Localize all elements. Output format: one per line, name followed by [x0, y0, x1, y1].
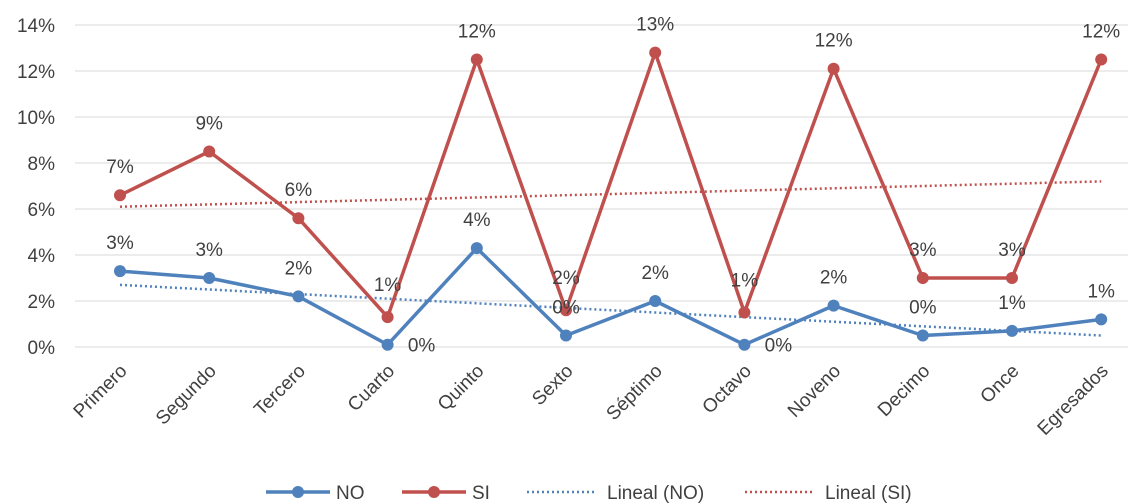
data-label: 1% — [1087, 281, 1115, 302]
data-label: 13% — [636, 15, 674, 36]
x-category-label: Sexto — [528, 361, 577, 410]
data-label: 7% — [106, 157, 134, 178]
x-category-label: Octavo — [699, 361, 756, 418]
series-line — [119, 50, 1103, 319]
data-point — [827, 299, 840, 312]
trendline — [119, 180, 1102, 208]
data-point — [916, 329, 929, 342]
y-tick-label: 12% — [17, 62, 55, 83]
data-point — [114, 265, 126, 278]
x-category-label: Primero — [70, 361, 132, 423]
data-label: 3% — [998, 240, 1026, 261]
data-label: 6% — [285, 180, 313, 201]
y-tick-label: 4% — [28, 246, 56, 267]
data-label: 4% — [463, 210, 491, 231]
data-labels: 3% 3% 2% 0% 4% 0% 2% 0% 2% 0% 1% 1% 7% 9% 6% 1% 12% 2% 13%… — [106, 15, 1120, 357]
data-point — [916, 272, 929, 284]
data-point — [1095, 313, 1108, 326]
data-label: 12% — [815, 31, 853, 52]
data-label: 3% — [106, 233, 134, 254]
data-label: 2% — [552, 268, 580, 289]
data-point — [470, 53, 483, 66]
x-category-label: Segundo — [152, 361, 221, 430]
data-point — [1006, 324, 1018, 337]
data-point — [738, 306, 751, 319]
data-point — [1006, 272, 1018, 284]
x-category-label: Quinto — [434, 361, 488, 415]
data-point — [292, 290, 305, 303]
x-category-label: Cuarto — [344, 361, 399, 416]
data-label: 0% — [909, 298, 937, 319]
legend-label: NO — [336, 483, 365, 504]
data-point — [381, 311, 394, 324]
data-point — [203, 272, 216, 284]
x-category-label: Noveno — [784, 361, 845, 422]
data-label: 2% — [820, 268, 848, 289]
data-point — [470, 242, 483, 255]
series-line — [119, 246, 1102, 347]
data-label: 1% — [731, 271, 759, 292]
data-label: 12% — [1082, 22, 1120, 43]
y-tick-label: 0% — [28, 338, 56, 359]
y-tick-label: 8% — [28, 154, 56, 175]
data-point — [649, 46, 662, 59]
y-tick-label: 6% — [28, 200, 56, 221]
data-label: 1% — [998, 293, 1026, 314]
y-axis-ticks: 0% 2% 4% 6% 8% 10% 12% 14% — [17, 16, 55, 359]
legend-marker — [428, 486, 440, 498]
data-label: 3% — [195, 240, 223, 261]
y-tick-label: 10% — [17, 108, 55, 129]
data-point — [560, 304, 572, 317]
data-label: 0% — [408, 336, 436, 357]
legend-marker — [292, 486, 304, 498]
series-lines — [114, 46, 1108, 351]
legend-label: SI — [472, 483, 490, 504]
legend: NO SI Lineal (NO) Lineal (SI) — [266, 483, 912, 504]
x-category-label: Once — [977, 361, 1024, 408]
x-category-label: Decimo — [874, 361, 934, 421]
legend-label: Lineal (SI) — [825, 483, 912, 504]
x-category-label: Tercero — [250, 361, 310, 421]
data-point — [738, 338, 751, 351]
legend-label: Lineal (NO) — [607, 483, 704, 504]
data-label: 9% — [195, 114, 223, 135]
gridlines — [75, 24, 1128, 348]
y-tick-label: 2% — [28, 292, 56, 313]
data-point — [827, 62, 840, 75]
x-category-label: Egresados — [1034, 361, 1113, 440]
data-point — [203, 145, 216, 158]
data-point — [649, 295, 662, 307]
data-label: 0% — [552, 298, 580, 319]
data-point — [560, 329, 572, 342]
data-label: 3% — [909, 240, 937, 261]
x-axis-categories: Primero Segundo Tercero Cuarto Quinto Sexto Sé… — [70, 361, 1113, 440]
data-point — [381, 338, 394, 351]
y-tick-label: 14% — [17, 16, 55, 37]
x-category-label: Séptimo — [603, 361, 667, 425]
data-label: 2% — [641, 263, 669, 284]
data-label: 0% — [765, 336, 793, 357]
trendlines — [119, 180, 1102, 337]
data-point — [1095, 53, 1108, 66]
data-label: 1% — [374, 275, 402, 296]
data-label: 2% — [285, 258, 313, 279]
data-point — [114, 189, 126, 202]
data-label: 12% — [458, 22, 496, 43]
data-point — [292, 212, 305, 225]
trendline — [119, 283, 1102, 337]
